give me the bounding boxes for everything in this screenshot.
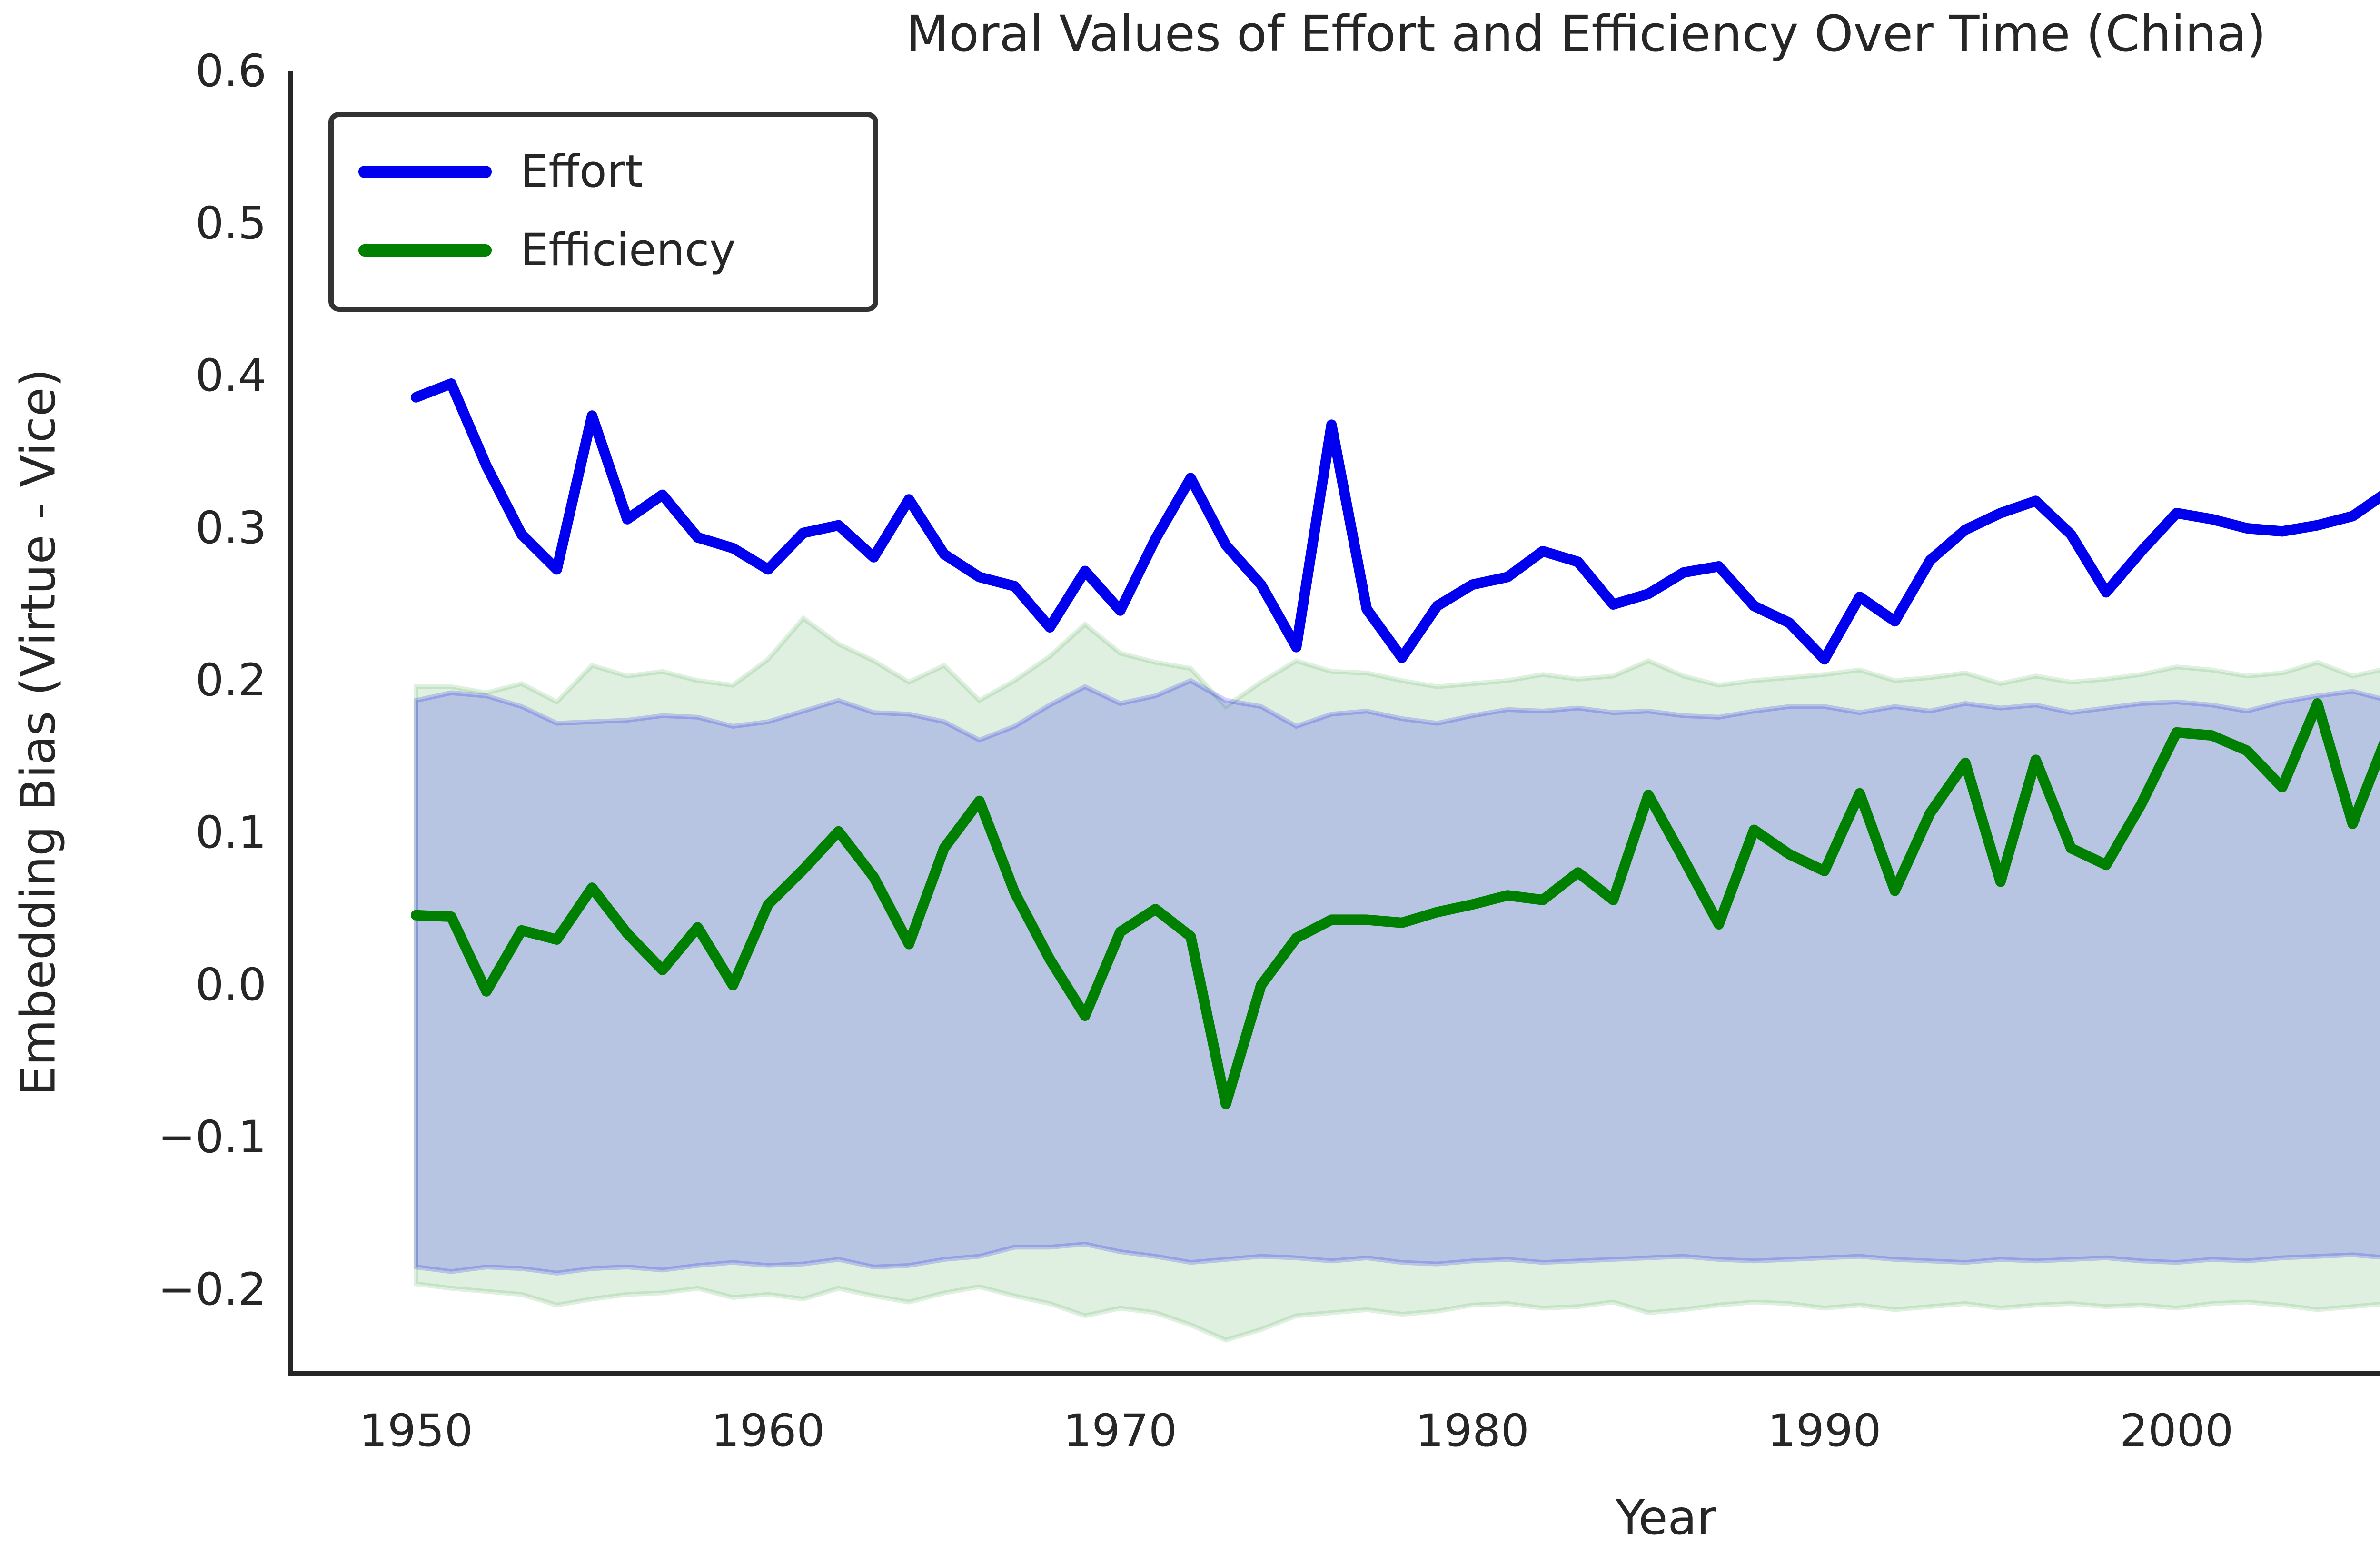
- page-title: Moral Values of Effort and Efficiency Ov…: [906, 5, 2266, 63]
- chart-legend[interactable]: Effort Efficiency: [328, 112, 878, 312]
- y-tick-label: 0.0: [195, 959, 267, 1011]
- y-tick-label: 0.3: [195, 502, 267, 554]
- legend-item-effort[interactable]: Effort: [334, 136, 873, 208]
- confidence-band-effort: [413, 678, 2380, 1276]
- legend-item-efficiency[interactable]: Efficiency: [334, 215, 873, 286]
- x-tick-label: 1990: [1767, 1405, 1882, 1457]
- y-tick-label: 0.4: [195, 350, 267, 402]
- plot-area: [293, 71, 2380, 1374]
- x-axis-spine: [288, 1371, 2380, 1376]
- legend-line-swatch-icon: [358, 244, 492, 257]
- x-tick-label: 1970: [1063, 1405, 1177, 1457]
- y-tick-label: 0.5: [195, 198, 267, 249]
- legend-line-swatch-icon: [358, 166, 492, 178]
- legend-label: Effort: [520, 146, 643, 198]
- y-axis-title: Embedding Bias (Virtue - Vice): [10, 368, 66, 1096]
- y-axis-tick-labels: 0.6 0.5 0.4 0.3 0.2 0.1 0.0 −0.1 −0.2: [0, 0, 267, 1564]
- y-tick-label: 0.2: [195, 654, 267, 706]
- y-axis-spine: [288, 71, 293, 1376]
- plot-svg: [410, 378, 2380, 1343]
- x-tick-label: 2000: [2120, 1405, 2234, 1457]
- x-tick-label: 1980: [1415, 1405, 1529, 1457]
- y-tick-label: −0.1: [158, 1111, 267, 1163]
- y-tick-label: 0.1: [195, 807, 267, 859]
- x-tick-label: 1960: [711, 1405, 825, 1457]
- confidence-band-efficiency: [413, 615, 2380, 1343]
- y-tick-label: −0.2: [158, 1264, 267, 1316]
- y-tick-label: 0.6: [195, 45, 267, 97]
- series-line-efficiency: [410, 698, 2380, 1109]
- series-line-effort: [410, 378, 2380, 665]
- x-tick-label: 1950: [359, 1405, 473, 1457]
- legend-label: Efficiency: [520, 224, 736, 276]
- x-axis-title: Year: [1616, 1490, 1716, 1545]
